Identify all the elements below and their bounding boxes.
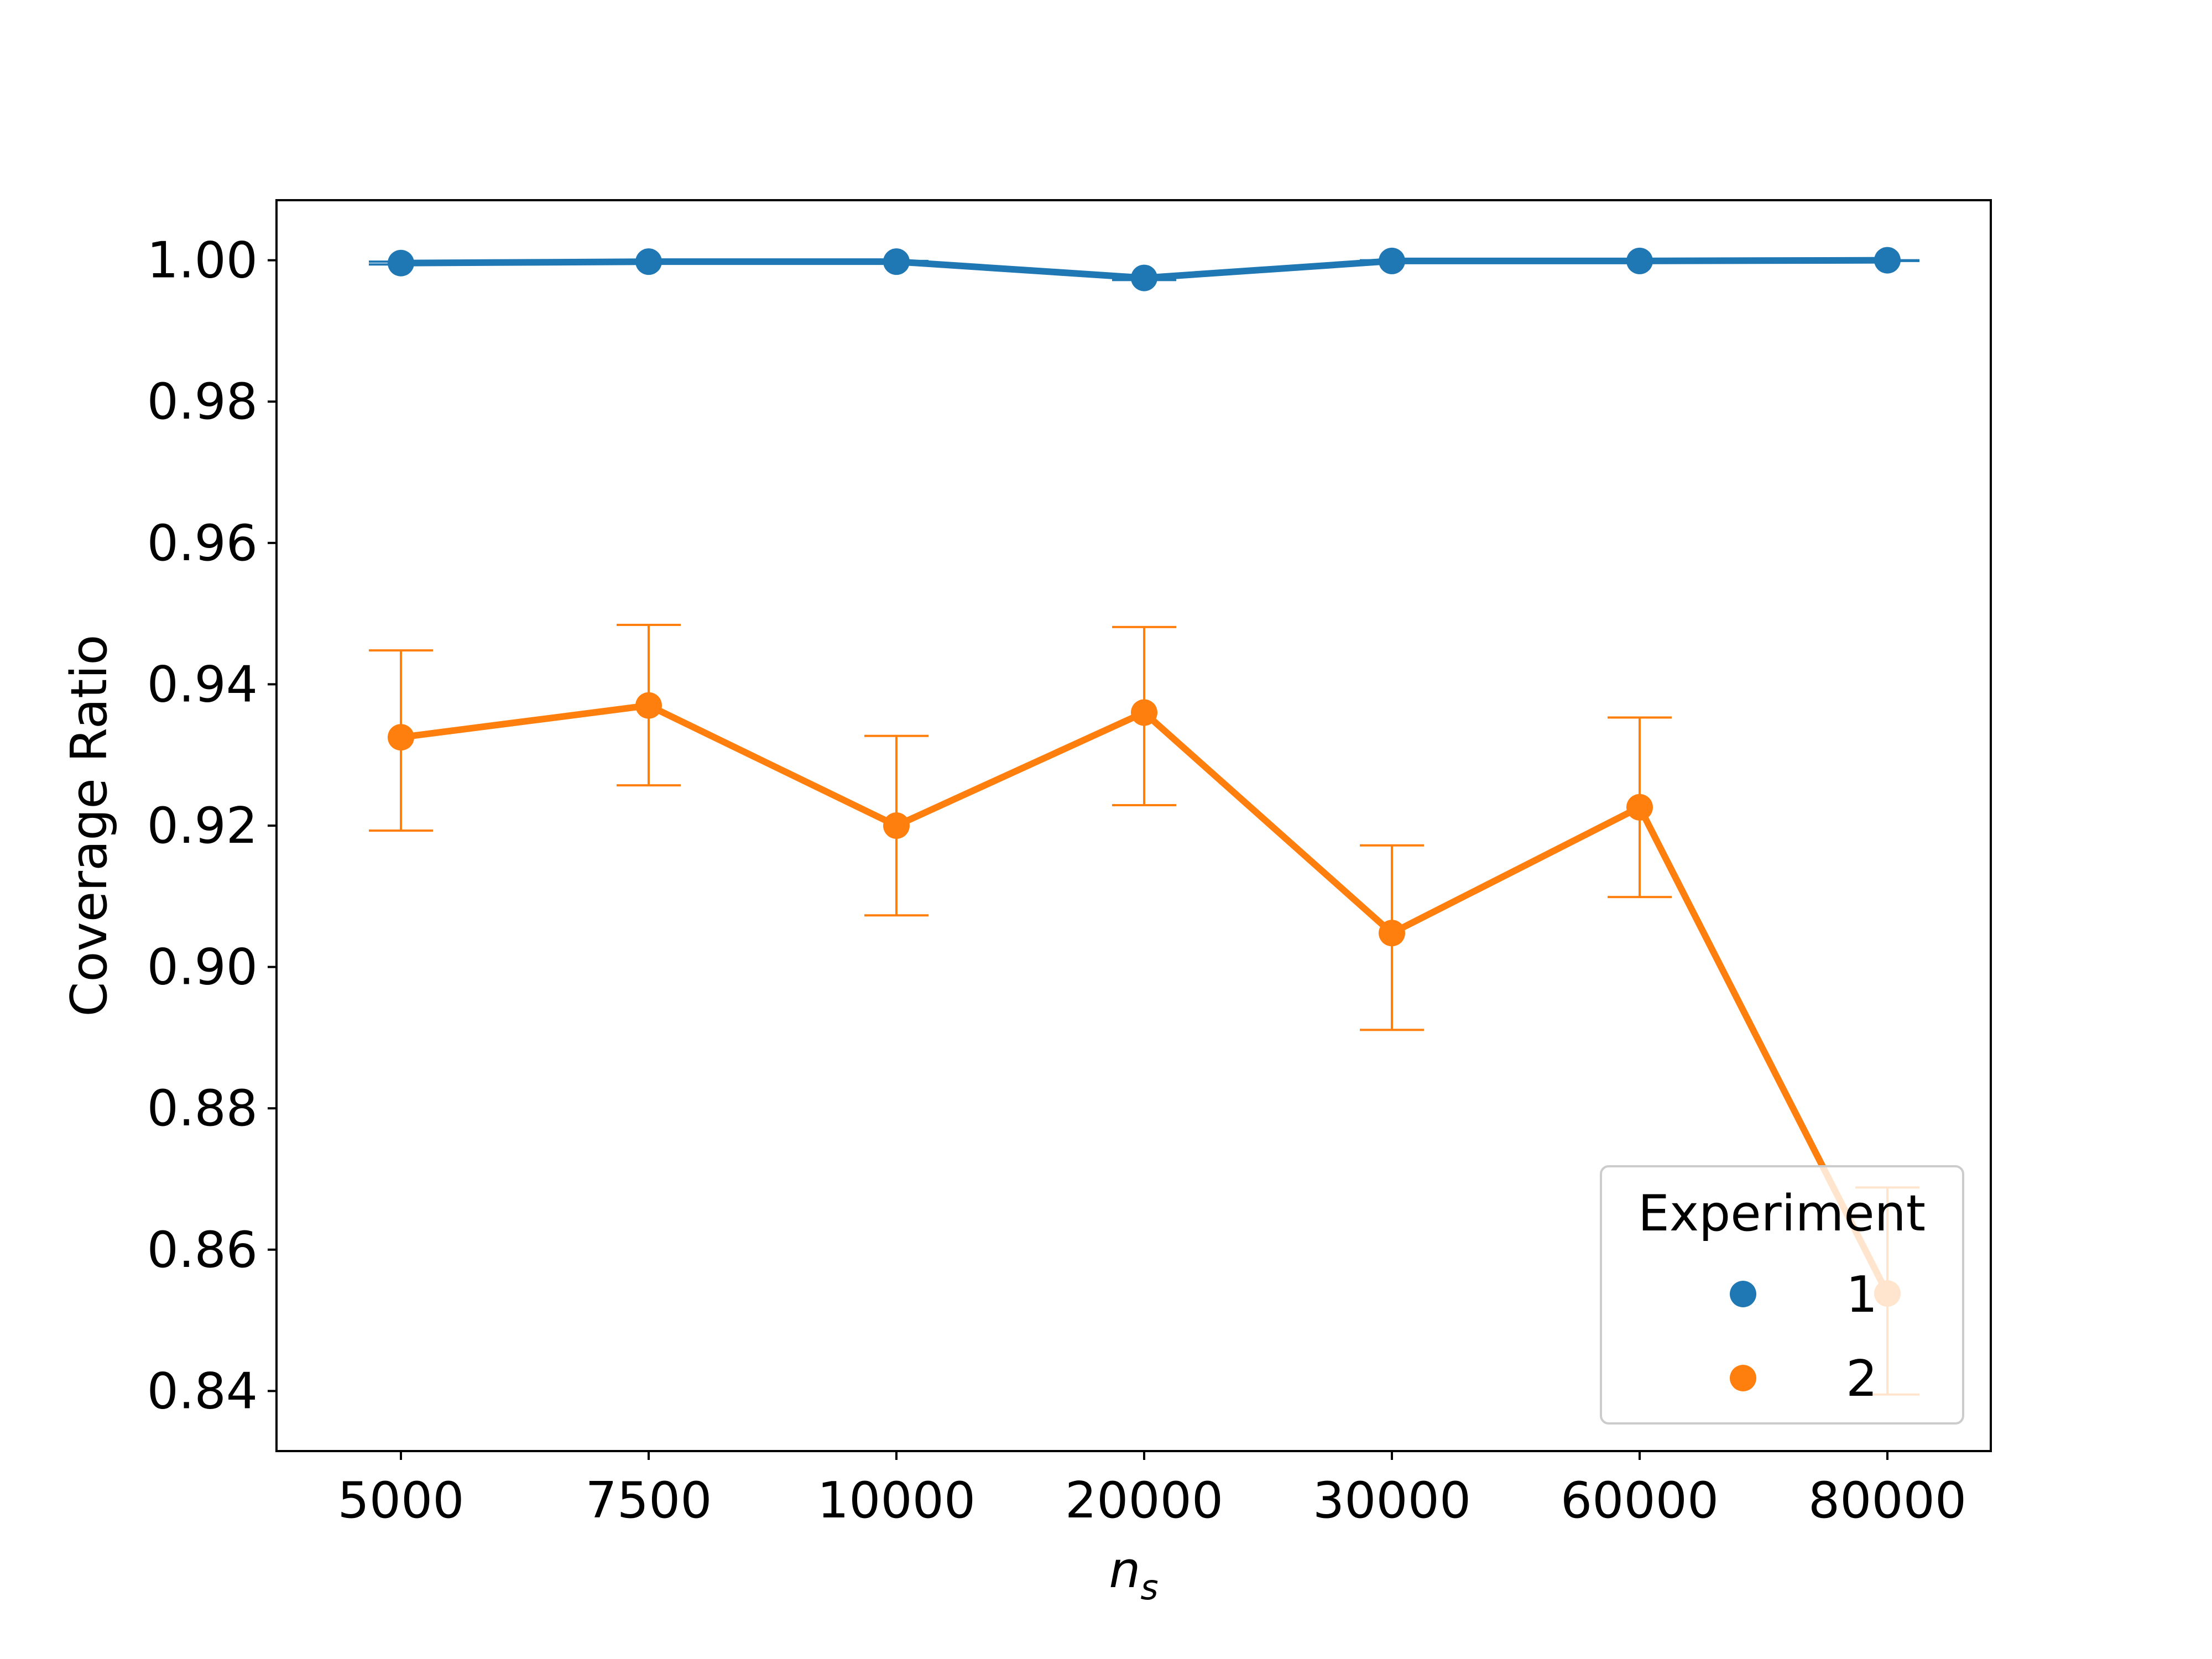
data-point: [1626, 794, 1653, 821]
data-point: [1379, 920, 1405, 947]
y-tick-label: 0.96: [147, 514, 258, 572]
series-1: [369, 247, 1919, 291]
y-tick-label: 0.88: [147, 1079, 258, 1138]
x-tick-label: 10000: [817, 1472, 975, 1530]
data-point: [1626, 247, 1653, 274]
data-point: [883, 248, 910, 275]
legend-marker-series-2: [1730, 1365, 1756, 1391]
data-point: [635, 248, 662, 275]
y-tick-label: 0.98: [147, 373, 258, 431]
y-tick-label: 1.00: [147, 232, 258, 290]
data-point: [388, 249, 414, 276]
y-tick-label: 0.90: [147, 938, 258, 997]
legend-label-series-1: 1: [1846, 1266, 1877, 1324]
data-point: [1131, 699, 1157, 726]
y-axis: 0.84 0.86 0.88 0.90 0.92 0.94 0.96 0.98 1.00: [147, 232, 276, 1420]
data-point: [635, 692, 662, 719]
y-axis-title: Coverage Ratio: [60, 635, 118, 1017]
x-tick-label: 7500: [585, 1472, 712, 1530]
y-tick-label: 0.86: [147, 1221, 258, 1279]
x-axis: 5000 7500 10000 20000 30000 60000 80000: [337, 1451, 1966, 1530]
x-tick-label: 20000: [1065, 1472, 1223, 1530]
x-tick-label: 80000: [1808, 1472, 1966, 1530]
y-tick-label: 0.94: [147, 655, 258, 713]
x-axis-title-subscript: s: [1140, 1567, 1158, 1608]
data-point: [1379, 247, 1405, 274]
legend-marker-series-1: [1730, 1281, 1756, 1307]
plot-content: [369, 247, 1919, 1396]
legend: Experiment 1 2: [1600, 1165, 1964, 1425]
legend-box: [1600, 1165, 1964, 1425]
data-point: [1131, 264, 1157, 291]
x-tick-label: 30000: [1313, 1472, 1471, 1530]
y-tick-label: 0.84: [147, 1362, 258, 1420]
data-point: [883, 812, 910, 839]
x-tick-label: 60000: [1561, 1472, 1719, 1530]
y-tick-label: 0.92: [147, 797, 258, 855]
x-axis-title-base: n: [1109, 1541, 1140, 1599]
data-point: [388, 724, 414, 751]
legend-label-series-2: 2: [1846, 1350, 1877, 1408]
data-point: [1874, 247, 1901, 274]
legend-title: Experiment: [1638, 1185, 1926, 1243]
x-tick-label: 5000: [337, 1472, 464, 1530]
x-axis-title: ns: [1109, 1541, 1158, 1608]
